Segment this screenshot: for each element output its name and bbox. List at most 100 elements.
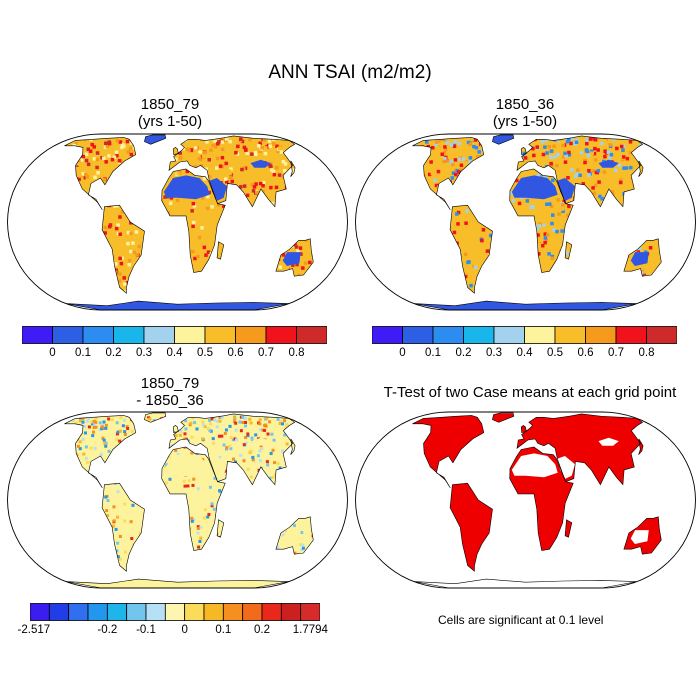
- colorbar-label: 0.3: [486, 347, 502, 359]
- map-frame: [355, 133, 696, 311]
- colorbar-swatch: [524, 326, 556, 344]
- colorbar-label: 0.2: [254, 624, 270, 636]
- coastline-uk: [172, 147, 179, 155]
- panel-title-line1: T-Test of two Case means at each grid po…: [383, 384, 677, 401]
- colorbar-swatch: [164, 603, 186, 621]
- map-case1: [7, 133, 348, 311]
- coastline-madagascar: [564, 241, 573, 260]
- colorbar-swatch: [204, 326, 236, 344]
- panel-title-diff: 1850_79 - 1850_36: [0, 375, 340, 409]
- coastline-northAmerica: [412, 415, 485, 488]
- coastline-japan: [638, 438, 644, 455]
- colorbar-swatch: [585, 326, 617, 344]
- coastline-northAmerica: [64, 137, 137, 210]
- colorbar-label: 0.2: [105, 347, 122, 359]
- coastline-greenland: [144, 134, 167, 145]
- panel-title-line2: (yrs 1-50): [492, 113, 558, 130]
- colorbar-label: 0.5: [197, 347, 213, 359]
- colorbar-swatch: [143, 326, 175, 344]
- colorbar-case1: 0 0.1 0.2 0.3 0.4 0.5 0.6 0.7 0.8: [21, 326, 328, 370]
- map-frame: [355, 411, 696, 589]
- coastline-australia: [275, 238, 314, 277]
- colorbar-swatch: [87, 603, 108, 621]
- coastline-eurasia: [168, 413, 296, 486]
- colorbar-case2: 0 0.1 0.2 0.3 0.4 0.5 0.6 0.7 0.8: [371, 326, 678, 370]
- colorbar-diff: -2.517 -0.2 -0.1 0 0.1 0.2 1.7794: [18, 603, 328, 647]
- coastline-japan: [290, 438, 296, 455]
- colorbar-swatch: [29, 603, 50, 621]
- coastline-australia: [623, 238, 662, 277]
- colorbar-swatch: [203, 603, 224, 621]
- significance-note: Cells are significant at 0.1 level: [438, 613, 604, 627]
- coastline-madagascar: [216, 241, 225, 260]
- colorbar-swatch: [21, 326, 53, 344]
- map-frame: [7, 411, 348, 589]
- coastline-africa: [161, 168, 226, 273]
- colorbar-swatch: [296, 326, 328, 344]
- colorbar-label: 1.7794: [292, 624, 328, 636]
- panel-title-case1: 1850_79 (yrs 1-50): [0, 96, 340, 130]
- colorbar-swatch: [174, 326, 206, 344]
- colorbar-label: 0.6: [577, 347, 594, 359]
- colorbar-swatch: [113, 326, 145, 344]
- colorbar-swatch: [48, 603, 70, 621]
- coastline-greenland: [492, 134, 515, 145]
- colorbar-swatch: [402, 326, 434, 344]
- colorbar-label: -0.2: [97, 624, 118, 636]
- panel-title-line1: 1850_79: [140, 375, 200, 392]
- coastline-eurasia: [168, 135, 296, 208]
- coastline-southAmerica: [101, 482, 145, 572]
- coastline-japan: [638, 160, 644, 177]
- panel-title-ttest: T-Test of two Case means at each grid po…: [355, 384, 700, 401]
- coastline-africa: [509, 446, 574, 551]
- panel-title-line2: (yrs 1-50): [137, 113, 203, 130]
- colorbar-label: 0.1: [75, 347, 91, 359]
- map-case2: [355, 133, 696, 311]
- colorbar-label: 0.8: [288, 347, 305, 359]
- colorbar-swatches: [29, 603, 321, 621]
- coastline-uk: [520, 425, 527, 433]
- colorbar-label: 0.1: [215, 624, 232, 636]
- colorbar-label: 0.3: [136, 347, 152, 359]
- coastline-southAmerica: [101, 204, 145, 294]
- colorbar-label: 0: [399, 347, 406, 359]
- colorbar-swatch: [106, 603, 128, 621]
- coastline-africa: [509, 168, 574, 273]
- colorbar-swatch: [300, 603, 321, 621]
- map-ttest: [355, 411, 696, 589]
- colorbar-swatch: [280, 603, 302, 621]
- colorbar-swatch: [265, 326, 297, 344]
- coastline-madagascar: [564, 519, 573, 538]
- colorbar-label: 0: [49, 347, 56, 359]
- map-frame: [7, 133, 348, 311]
- colorbar-swatch: [615, 326, 647, 344]
- colorbar-label: 0.5: [547, 347, 563, 359]
- colorbar-label: 0.8: [638, 347, 655, 359]
- colorbar-label: 0.1: [425, 347, 441, 359]
- colorbar-swatches: [21, 326, 328, 344]
- colorbar-label: 0.4: [516, 347, 533, 359]
- coastline-uk: [172, 425, 179, 433]
- colorbar-swatch: [82, 326, 114, 344]
- coastline-southAmerica: [449, 482, 493, 572]
- coastline-greenland: [492, 412, 515, 423]
- coastline-antarctica: [413, 578, 638, 589]
- panel-title-line1: 1850_79: [140, 96, 200, 113]
- colorbar-swatch: [554, 326, 586, 344]
- colorbar-swatch: [52, 326, 84, 344]
- coastline-madagascar: [216, 519, 225, 538]
- colorbar-swatch: [68, 603, 89, 621]
- colorbar-swatch: [145, 603, 166, 621]
- colorbar-label: -2.517: [17, 624, 51, 636]
- colorbar-label: 0.7: [608, 347, 624, 359]
- coastline-africa: [161, 446, 226, 551]
- colorbar-swatch: [242, 603, 263, 621]
- colorbar-swatches: [371, 326, 678, 344]
- coastline-australia: [275, 516, 314, 555]
- colorbar-swatch: [235, 326, 267, 344]
- panel-title-line2: - 1850_36: [136, 392, 204, 409]
- colorbar-swatch: [493, 326, 525, 344]
- coastline-northAmerica: [64, 415, 137, 488]
- colorbar-label: 0: [181, 624, 188, 636]
